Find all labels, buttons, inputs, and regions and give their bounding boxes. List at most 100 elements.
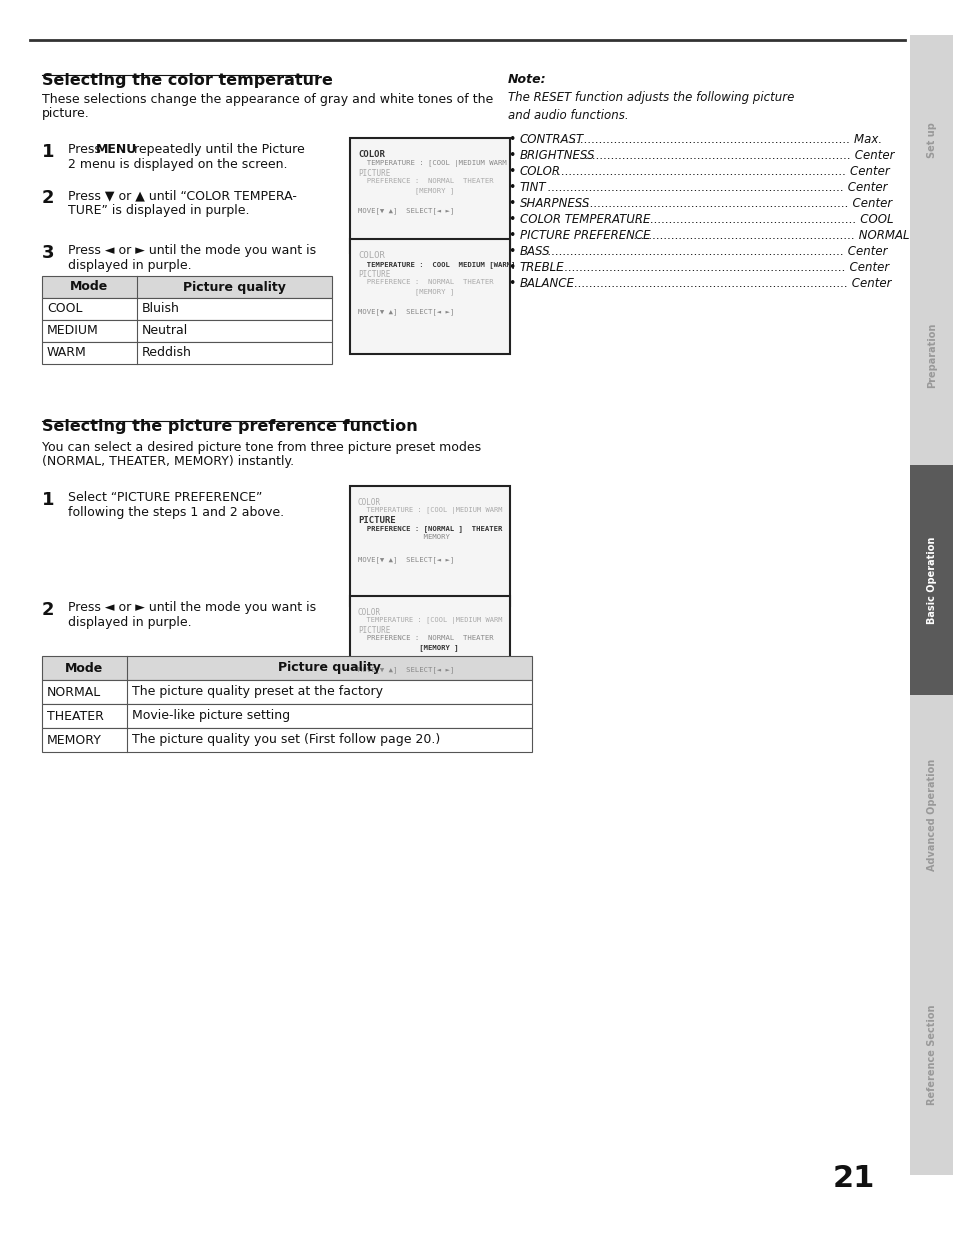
Text: Neutral: Neutral: [142, 325, 188, 337]
Text: COOL: COOL: [47, 303, 82, 315]
Text: MEMORY: MEMORY: [47, 734, 102, 746]
Text: Mode: Mode: [66, 662, 104, 674]
Text: You can select a desired picture tone from three picture preset modes: You can select a desired picture tone fr…: [42, 441, 480, 454]
Text: TINT: TINT: [519, 182, 546, 194]
Text: [MEMORY ]: [MEMORY ]: [357, 643, 458, 651]
Text: •: •: [507, 277, 515, 290]
Bar: [350, 597, 510, 716]
Text: Reddish: Reddish: [142, 347, 192, 359]
Text: COLOR: COLOR: [357, 251, 384, 261]
Text: •: •: [507, 133, 515, 146]
Text: COLOR: COLOR: [519, 165, 560, 178]
Text: 2: 2: [42, 189, 54, 207]
Text: ............................................................. COOL: ........................................…: [623, 212, 892, 226]
Bar: [42, 656, 532, 680]
Text: ............................................................................... : ........................................…: [544, 182, 887, 194]
Text: Mode: Mode: [71, 280, 109, 294]
Text: These selections change the appearance of gray and white tones of the: These selections change the appearance o…: [42, 93, 493, 106]
Text: .............................................................................. C: ........................................…: [550, 165, 889, 178]
Text: PICTURE: PICTURE: [357, 626, 390, 635]
Text: BRIGHTNESS: BRIGHTNESS: [519, 149, 595, 162]
Bar: [909, 245, 953, 466]
Text: Picture quality: Picture quality: [183, 280, 286, 294]
Text: •: •: [507, 245, 515, 258]
Bar: [909, 935, 953, 1174]
Text: Press ◄ or ► until the mode you want is: Press ◄ or ► until the mode you want is: [68, 245, 315, 257]
Bar: [42, 704, 532, 727]
Text: Preparation: Preparation: [926, 322, 936, 388]
Text: MOVE[▼ ▲]  SELECT[◄ ►]: MOVE[▼ ▲] SELECT[◄ ►]: [357, 666, 454, 673]
Bar: [350, 240, 510, 354]
Text: .......................................................................... Max.: ........................................…: [568, 133, 881, 146]
Bar: [909, 35, 953, 245]
Text: COLOR: COLOR: [357, 498, 381, 508]
Text: repeatedly until the Picture: repeatedly until the Picture: [130, 143, 304, 156]
Text: •: •: [507, 198, 515, 210]
Text: Press ◄ or ► until the mode you want is: Press ◄ or ► until the mode you want is: [68, 601, 315, 614]
Text: •: •: [507, 212, 515, 226]
Text: 1: 1: [42, 492, 54, 509]
Text: TREBLE: TREBLE: [519, 261, 564, 274]
Text: ........................................................... NORMAL: ........................................…: [629, 228, 908, 242]
Text: PREFERENCE : [NORMAL ]  THEATER: PREFERENCE : [NORMAL ] THEATER: [357, 525, 502, 532]
Text: •: •: [507, 261, 515, 274]
Bar: [42, 342, 332, 364]
Text: Reference Section: Reference Section: [926, 1005, 936, 1105]
Text: Selecting the color temperature: Selecting the color temperature: [42, 73, 333, 88]
Text: COLOR: COLOR: [357, 149, 384, 159]
Text: PICTURE PREFERENCE: PICTURE PREFERENCE: [519, 228, 650, 242]
Text: NORMAL: NORMAL: [47, 685, 101, 699]
Text: MEDIUM: MEDIUM: [47, 325, 99, 337]
Text: PREFERENCE :  NORMAL  THEATER: PREFERENCE : NORMAL THEATER: [357, 635, 493, 641]
Bar: [42, 727, 532, 752]
Text: Bluish: Bluish: [142, 303, 180, 315]
Text: COLOR TEMPERATURE: COLOR TEMPERATURE: [519, 212, 650, 226]
Text: ....................................................................... Center: ........................................…: [580, 149, 894, 162]
Text: picture.: picture.: [42, 107, 90, 120]
Text: •: •: [507, 228, 515, 242]
Text: 1: 1: [42, 143, 54, 161]
Text: •: •: [507, 165, 515, 178]
Bar: [42, 320, 332, 342]
Text: MOVE[▼ ▲]  SELECT[◄ ►]: MOVE[▼ ▲] SELECT[◄ ►]: [357, 556, 454, 563]
Text: The picture quality preset at the factory: The picture quality preset at the factor…: [132, 685, 382, 699]
Text: MOVE[▼ ▲]  SELECT[◄ ►]: MOVE[▼ ▲] SELECT[◄ ►]: [357, 308, 454, 315]
Text: PICTURE: PICTURE: [357, 270, 390, 279]
Text: ............................................................................ Cen: ........................................…: [556, 261, 888, 274]
Text: PREFERENCE :  NORMAL  THEATER: PREFERENCE : NORMAL THEATER: [357, 178, 493, 184]
Text: BALANCE: BALANCE: [519, 277, 575, 290]
Bar: [42, 680, 532, 704]
Text: following the steps 1 and 2 above.: following the steps 1 and 2 above.: [68, 506, 284, 519]
Bar: [42, 275, 332, 298]
Text: WARM: WARM: [47, 347, 87, 359]
Text: MEMORY: MEMORY: [357, 534, 450, 540]
Text: Movie-like picture setting: Movie-like picture setting: [132, 709, 290, 722]
Text: MENU: MENU: [96, 143, 137, 156]
Text: ........................................................................... Cent: ........................................…: [562, 277, 890, 290]
Text: The RESET function adjusts the following picture
and audio functions.: The RESET function adjusts the following…: [507, 91, 794, 122]
Bar: [909, 466, 953, 695]
Text: [MEMORY ]: [MEMORY ]: [357, 288, 454, 295]
Text: The picture quality you set (First follow page 20.): The picture quality you set (First follo…: [132, 734, 439, 746]
Text: 3: 3: [42, 245, 54, 262]
Text: PREFERENCE :  NORMAL  THEATER: PREFERENCE : NORMAL THEATER: [357, 279, 493, 285]
Text: Advanced Operation: Advanced Operation: [926, 758, 936, 871]
Text: (NORMAL, THEATER, MEMORY) instantly.: (NORMAL, THEATER, MEMORY) instantly.: [42, 454, 294, 468]
Bar: [350, 138, 510, 253]
Text: ........................................................................ Center: ........................................…: [575, 198, 891, 210]
Text: displayed in purple.: displayed in purple.: [68, 616, 192, 629]
Bar: [909, 695, 953, 935]
Text: 2: 2: [42, 601, 54, 619]
Text: THEATER: THEATER: [47, 709, 104, 722]
Text: PICTURE: PICTURE: [357, 516, 395, 525]
Text: TEMPERATURE :  COOL  MEDIUM [WARM]: TEMPERATURE : COOL MEDIUM [WARM]: [357, 261, 515, 268]
Text: [MEMORY ]: [MEMORY ]: [357, 186, 454, 194]
Text: Press ▼ or ▲ until “COLOR TEMPERA-: Press ▼ or ▲ until “COLOR TEMPERA-: [68, 189, 296, 203]
Text: CONTRAST: CONTRAST: [519, 133, 583, 146]
Text: TEMPERATURE : [COOL |MEDIUM WARM: TEMPERATURE : [COOL |MEDIUM WARM: [357, 618, 502, 624]
Text: MOVE[▼ ▲]  SELECT[◄ ►]: MOVE[▼ ▲] SELECT[◄ ►]: [357, 207, 454, 214]
Text: TURE” is displayed in purple.: TURE” is displayed in purple.: [68, 204, 250, 217]
Text: TEMPERATURE : [COOL |MEDIUM WARM: TEMPERATURE : [COOL |MEDIUM WARM: [357, 161, 506, 167]
Text: •: •: [507, 182, 515, 194]
Text: BASS: BASS: [519, 245, 550, 258]
